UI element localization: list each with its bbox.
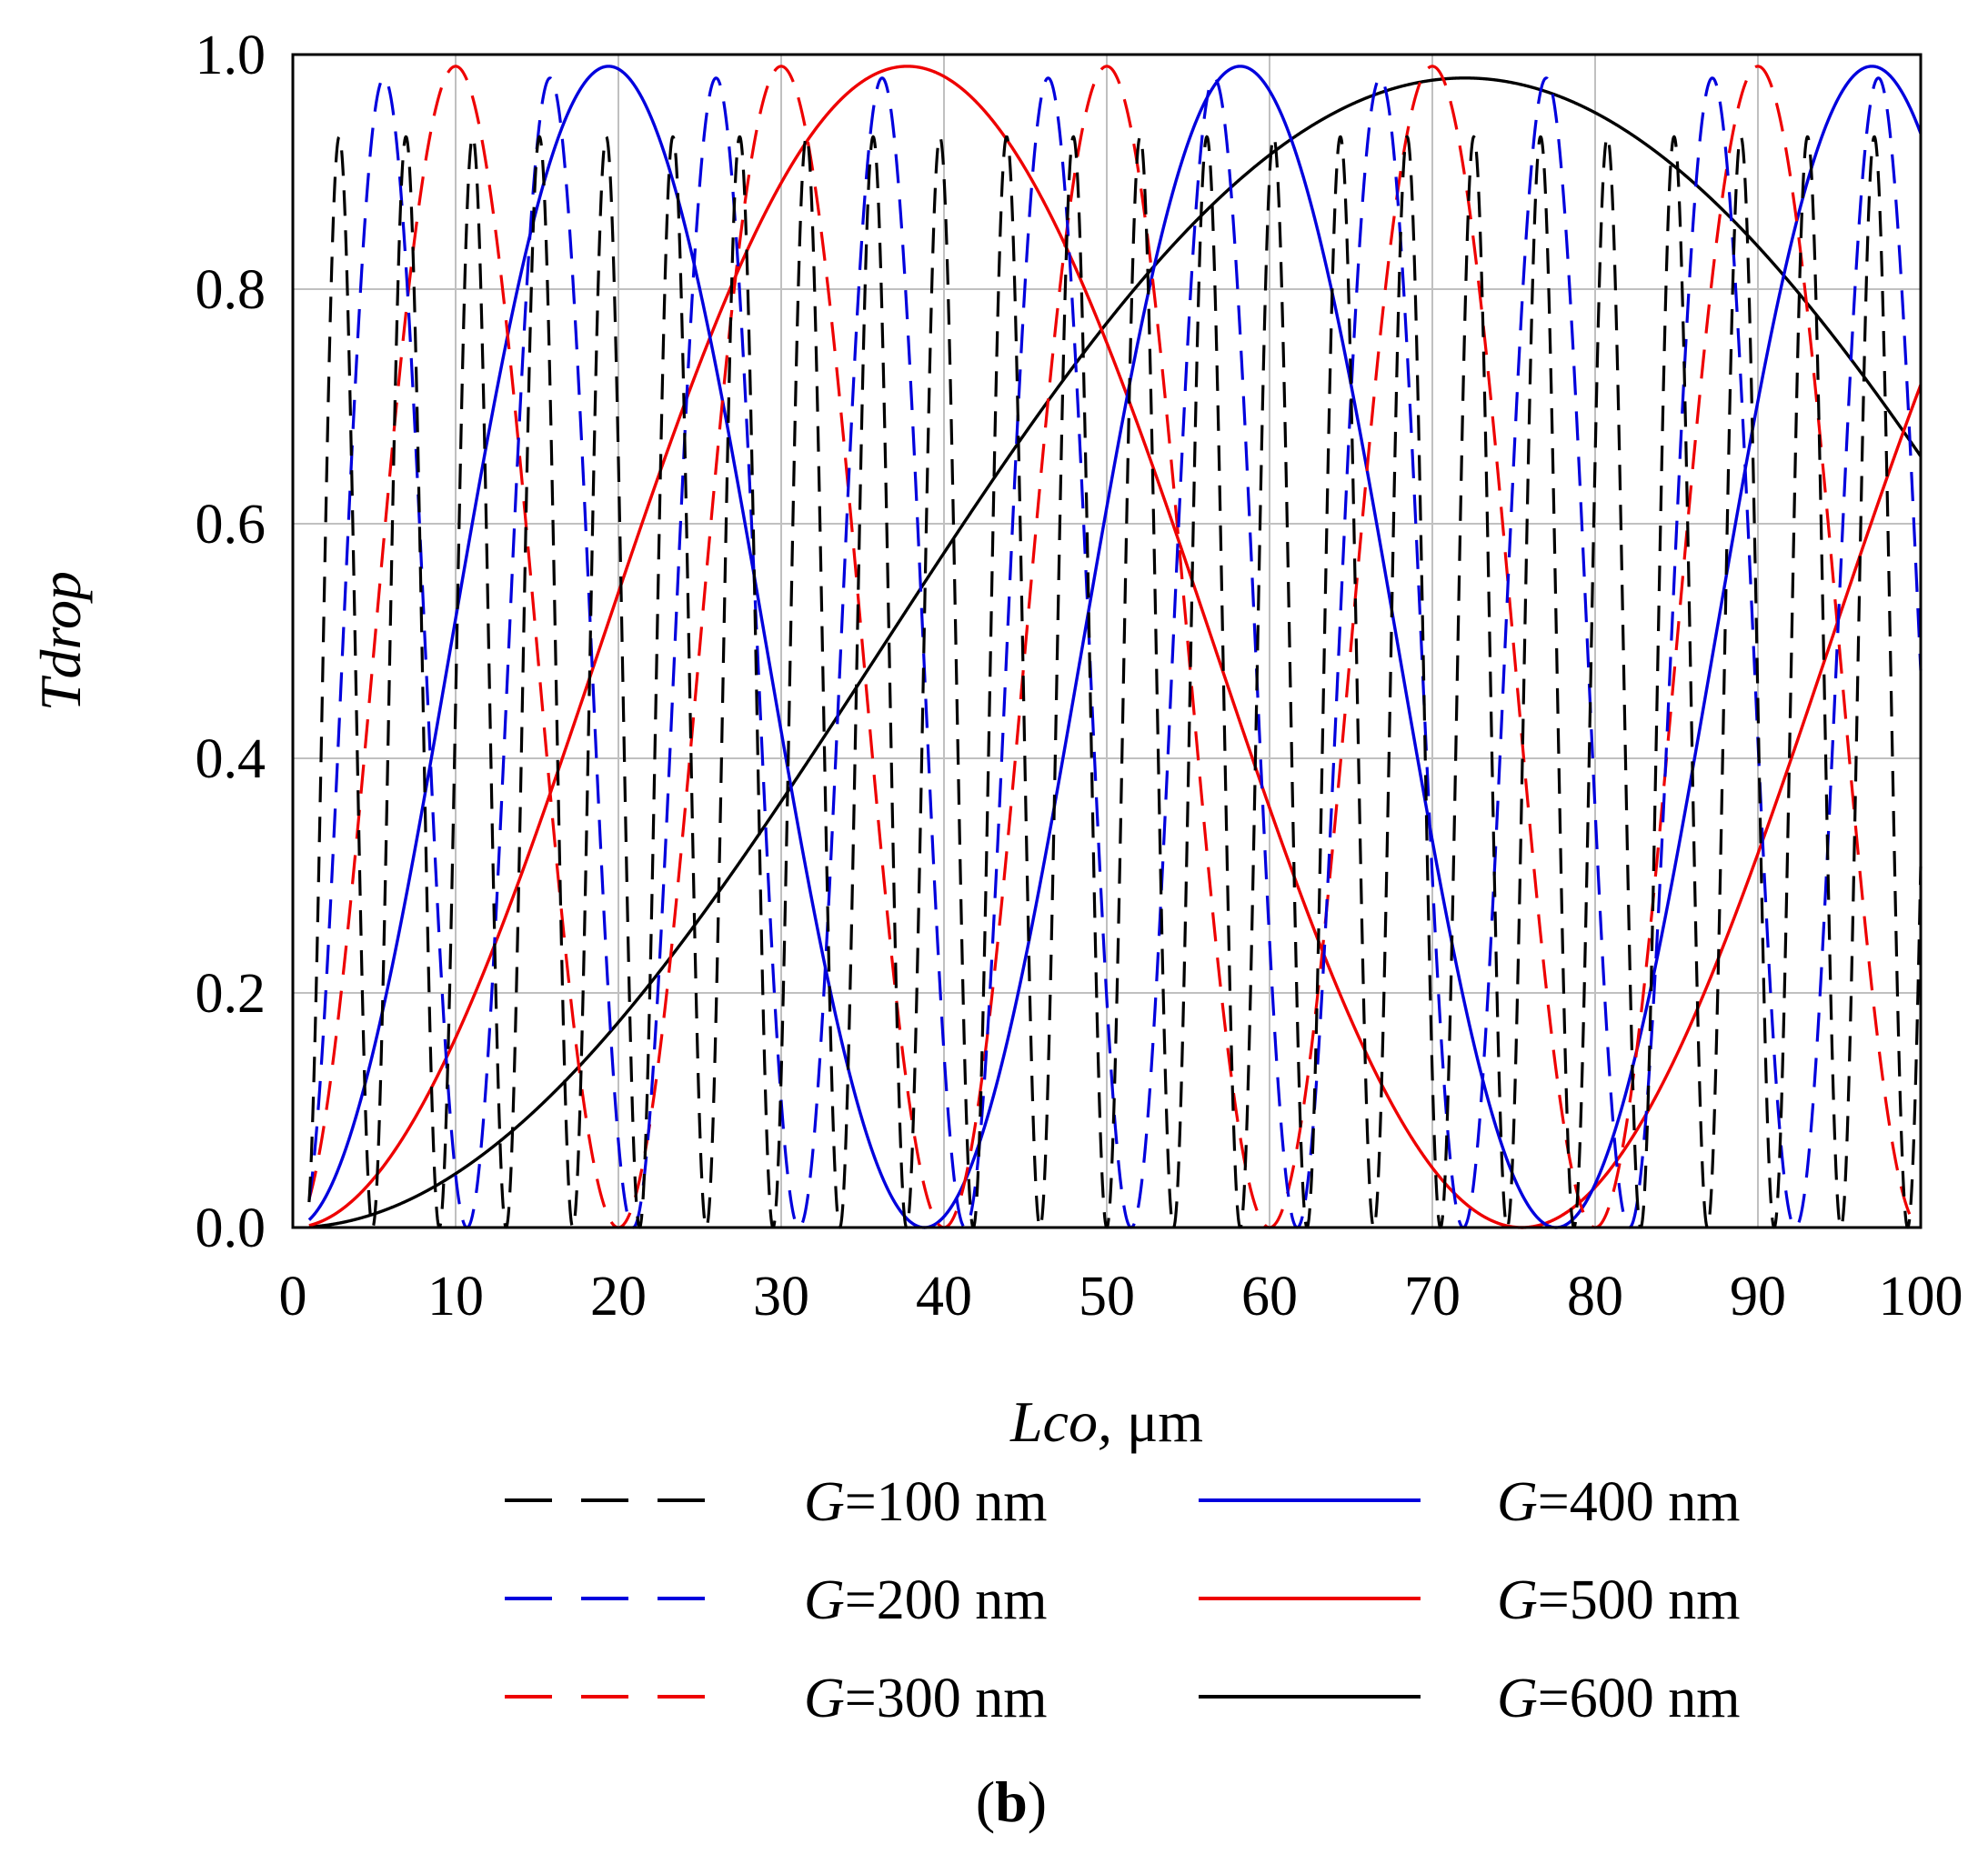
x-tick-label-5: 50 bbox=[1079, 1266, 1135, 1328]
x-tick-label-2: 20 bbox=[590, 1266, 647, 1328]
x-tick-label-0: 0 bbox=[279, 1266, 307, 1328]
series-line-1 bbox=[307, 76, 1923, 1229]
y-tick-label-2: 0.4 bbox=[196, 728, 266, 790]
legend-label-value-2: =300 nm bbox=[845, 1668, 1048, 1729]
series-line-0 bbox=[307, 135, 1923, 1229]
y-tick-label-3: 0.6 bbox=[196, 494, 266, 556]
legend-label-prefix-2: G bbox=[804, 1668, 845, 1729]
legend-label-prefix-0: G bbox=[804, 1471, 845, 1533]
legend-label-value-3: =400 nm bbox=[1538, 1471, 1741, 1533]
x-tick-labels: 0 10 20 30 40 50 60 70 80 90 100 bbox=[279, 1266, 1963, 1328]
x-tick-label-4: 40 bbox=[916, 1266, 972, 1328]
series-layer bbox=[307, 65, 1923, 1229]
series-line-4 bbox=[307, 65, 1923, 1229]
legend-label-5: G=600 nm bbox=[1497, 1668, 1740, 1729]
legend-label-value-4: =500 nm bbox=[1538, 1569, 1741, 1631]
legend-label-prefix-4: G bbox=[1497, 1569, 1538, 1631]
plot-frame bbox=[291, 53, 1923, 1229]
y-axis-title: Tdrop bbox=[28, 571, 93, 711]
legend-label-value-0: =100 nm bbox=[845, 1471, 1048, 1533]
legend: G=100 nmG=200 nmG=300 nmG=400 nmG=500 nm… bbox=[505, 1471, 1740, 1729]
legend-label-prefix-5: G bbox=[1497, 1668, 1538, 1729]
y-tick-label-1: 0.2 bbox=[196, 963, 266, 1025]
y-tick-label-0: 0.0 bbox=[196, 1198, 266, 1259]
x-tick-label-9: 90 bbox=[1730, 1266, 1786, 1328]
x-tick-label-8: 80 bbox=[1567, 1266, 1623, 1328]
x-axis-title-unit: μm bbox=[1112, 1389, 1203, 1454]
panel-label: (b) bbox=[976, 1769, 1047, 1834]
legend-label-prefix-1: G bbox=[804, 1569, 845, 1631]
series-line-5 bbox=[307, 76, 1923, 1229]
panel-label-close: ) bbox=[1028, 1769, 1047, 1834]
x-tick-label-3: 30 bbox=[753, 1266, 809, 1328]
y-tick-label-5: 1.0 bbox=[196, 25, 266, 86]
legend-label-value-5: =600 nm bbox=[1538, 1668, 1741, 1729]
legend-label-4: G=500 nm bbox=[1497, 1569, 1740, 1631]
x-tick-label-6: 60 bbox=[1241, 1266, 1298, 1328]
legend-label-prefix-3: G bbox=[1497, 1471, 1538, 1533]
panel-label-letter: b bbox=[995, 1769, 1028, 1834]
panel-label-open: ( bbox=[976, 1769, 995, 1834]
x-axis-title-italic: Lco, bbox=[1009, 1389, 1112, 1454]
y-tick-label-4: 0.8 bbox=[196, 259, 266, 321]
legend-label-value-1: =200 nm bbox=[845, 1569, 1048, 1631]
legend-label-3: G=400 nm bbox=[1497, 1471, 1740, 1533]
x-axis-title: Lco, μm bbox=[1009, 1389, 1203, 1454]
x-tick-label-7: 70 bbox=[1404, 1266, 1461, 1328]
legend-label-0: G=100 nm bbox=[804, 1471, 1047, 1533]
y-tick-labels: 0.0 0.2 0.4 0.6 0.8 1.0 bbox=[196, 25, 266, 1259]
legend-label-2: G=300 nm bbox=[804, 1668, 1047, 1729]
x-tick-label-1: 10 bbox=[427, 1266, 484, 1328]
legend-label-1: G=200 nm bbox=[804, 1569, 1047, 1631]
x-tick-label-10: 100 bbox=[1879, 1266, 1963, 1328]
